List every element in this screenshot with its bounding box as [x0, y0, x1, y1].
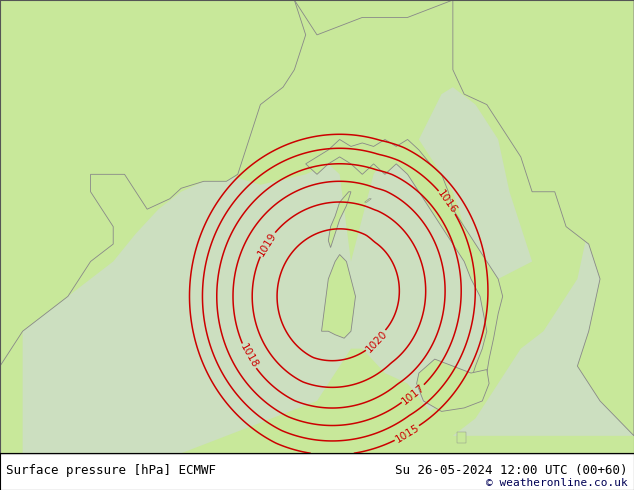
Polygon shape	[453, 226, 634, 436]
Text: Surface pressure [hPa] ECMWF: Surface pressure [hPa] ECMWF	[6, 465, 216, 477]
Polygon shape	[328, 192, 351, 247]
Text: 1015: 1015	[393, 422, 421, 444]
Polygon shape	[306, 140, 503, 384]
Polygon shape	[365, 199, 372, 202]
Polygon shape	[417, 359, 489, 412]
Polygon shape	[321, 254, 356, 338]
Text: 1016: 1016	[436, 189, 459, 216]
Text: 1019: 1019	[256, 230, 278, 258]
Polygon shape	[294, 0, 634, 52]
Text: 1020: 1020	[364, 328, 389, 354]
Polygon shape	[328, 157, 487, 412]
Text: Su 26-05-2024 12:00 UTC (00+60): Su 26-05-2024 12:00 UTC (00+60)	[395, 465, 628, 477]
Polygon shape	[457, 432, 467, 443]
Text: 1017: 1017	[400, 382, 427, 406]
Polygon shape	[0, 0, 306, 453]
Text: 1018: 1018	[238, 343, 259, 370]
Polygon shape	[419, 87, 532, 290]
Polygon shape	[23, 164, 362, 453]
Text: © weatheronline.co.uk: © weatheronline.co.uk	[486, 478, 628, 488]
Polygon shape	[453, 0, 634, 436]
